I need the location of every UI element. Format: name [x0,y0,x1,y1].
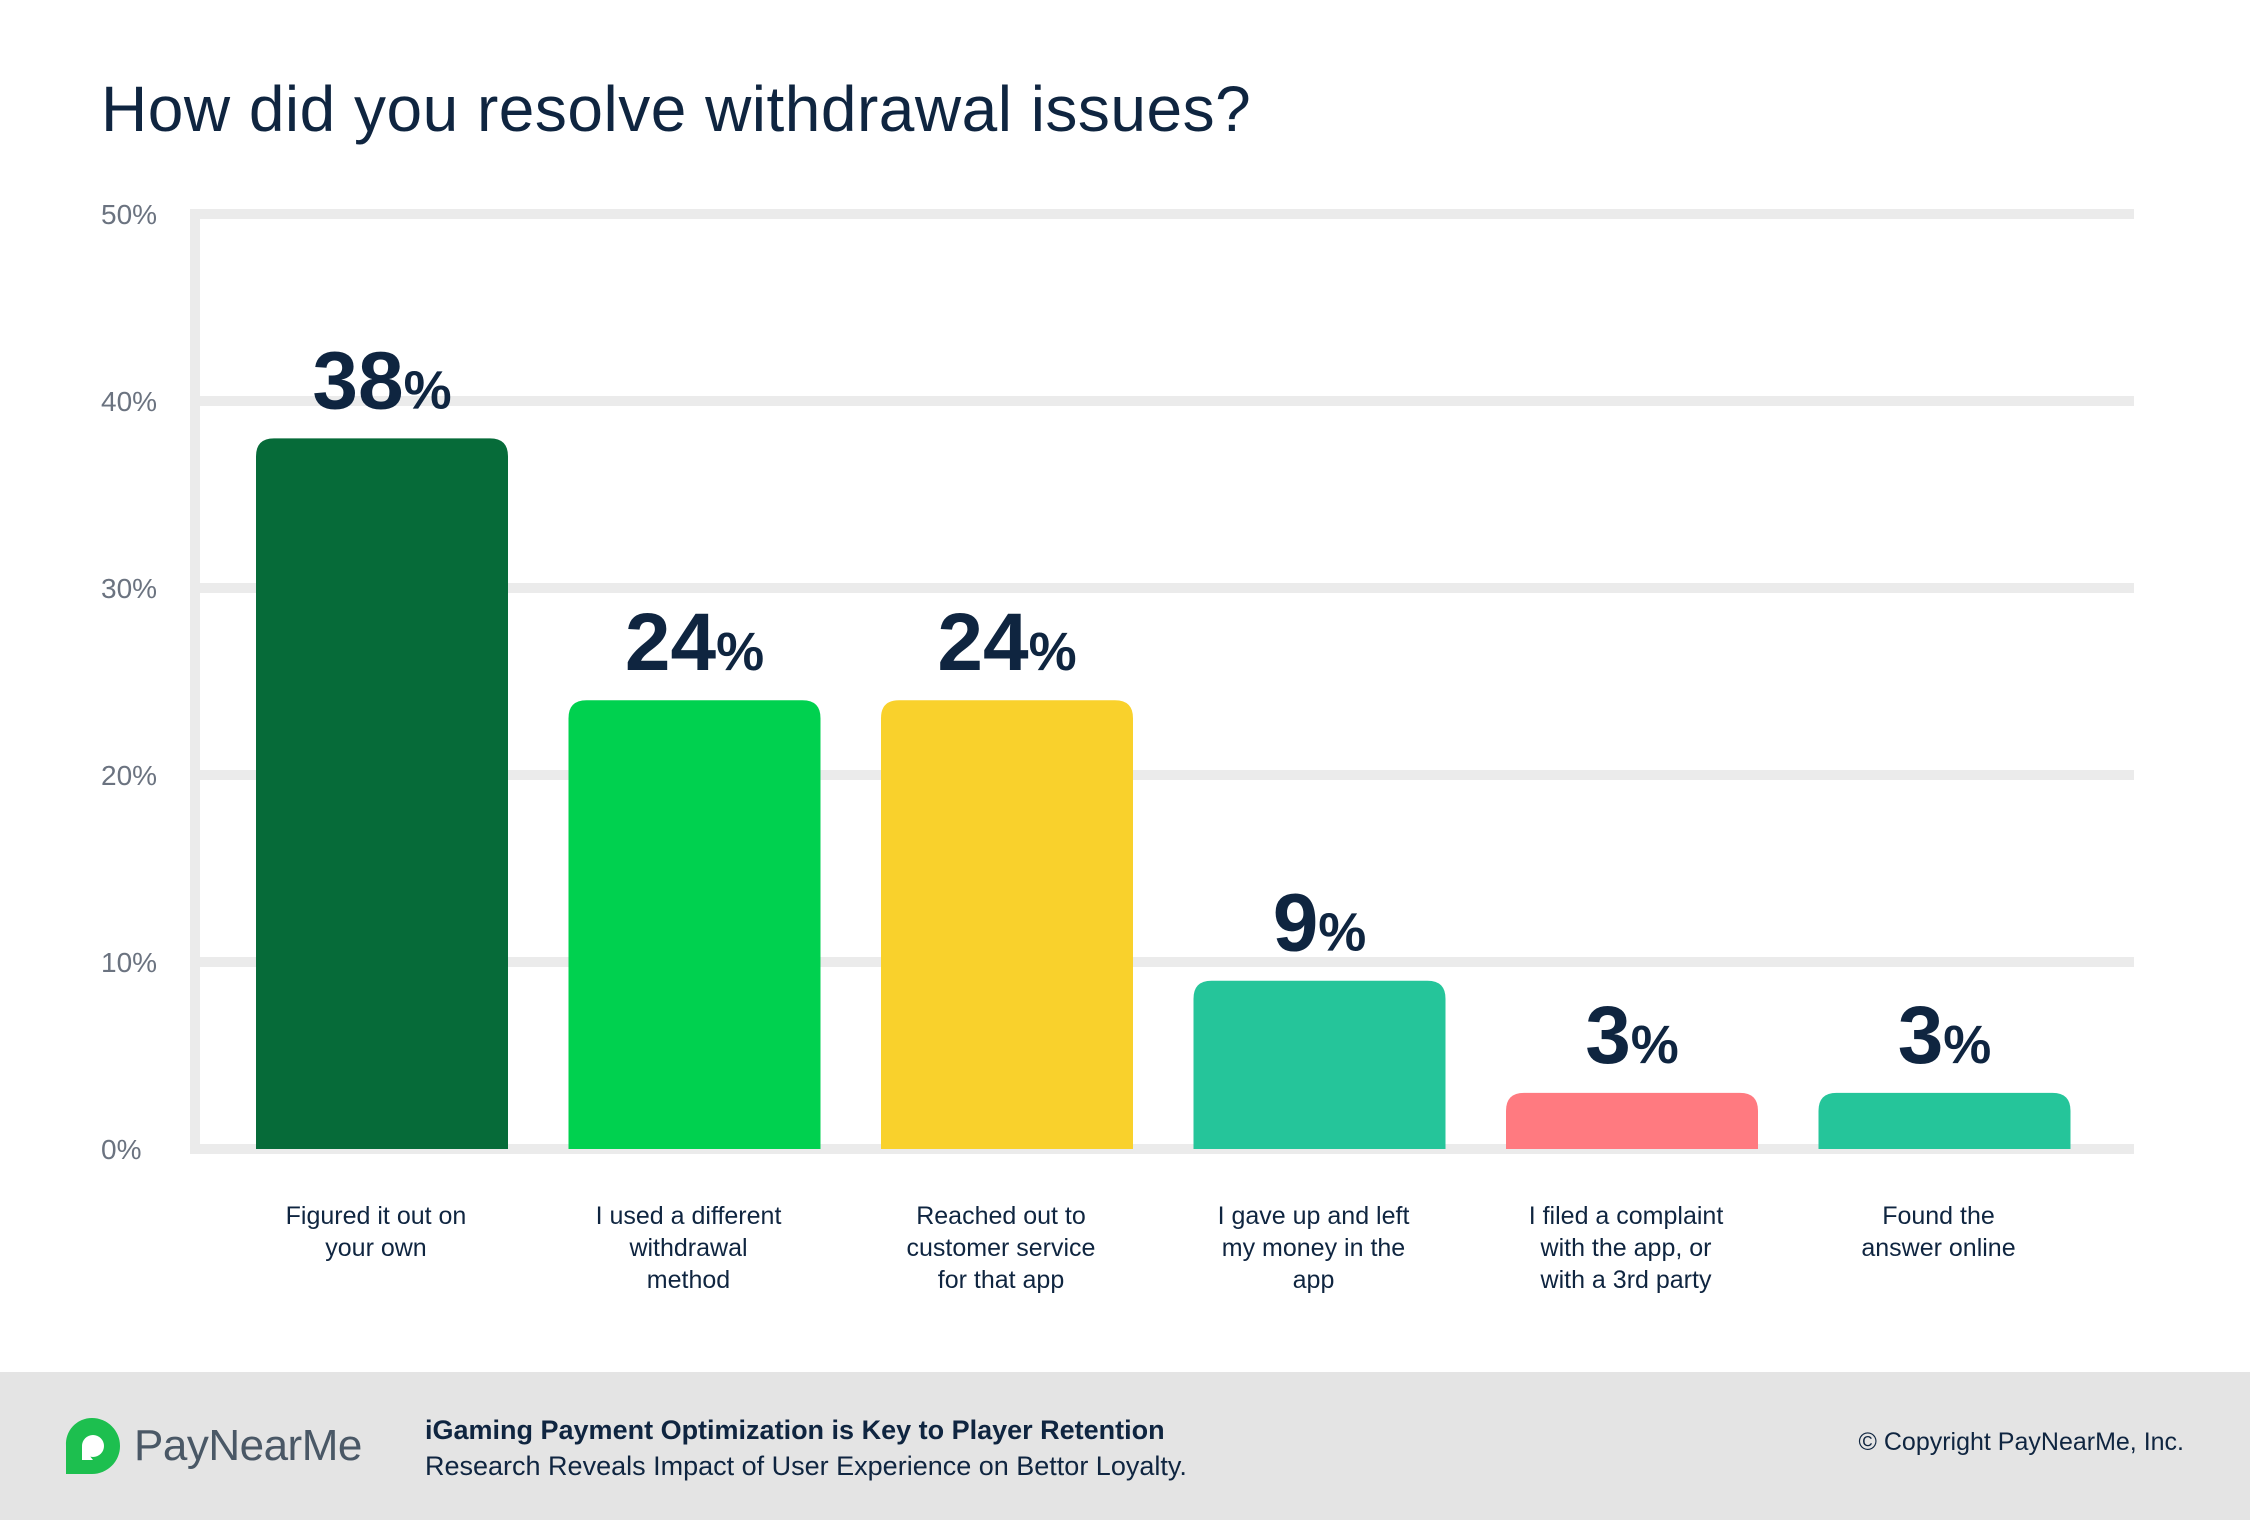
y-axis-line [190,209,200,1154]
gridline [190,583,2134,593]
bar [1818,1092,2071,1149]
bar-value-label: 38% [312,335,451,426]
bar [1193,980,1446,1149]
gridline [190,957,2134,967]
y-tick-label: 10% [101,947,157,978]
footer-subheadline: Research Reveals Impact of User Experien… [425,1451,1187,1481]
footer-banner: PayNearMe iGaming Payment Optimization i… [0,1372,2250,1520]
bar-value-label: 9% [1273,878,1367,969]
bar-value-label: 24% [937,597,1076,688]
y-axis-ticks: 0% 10% 20% 30% 40% 50% [101,199,157,1165]
gridlines [190,209,2134,1154]
y-tick-label: 50% [101,199,157,230]
paynearme-logo[interactable]: PayNearMe [62,1416,362,1476]
bar-chart: 0% 10% 20% 30% 40% 50% 38% 24% 24% 9% 3% 3% Figure… [101,199,2134,1294]
bar [881,700,1133,1149]
category-label: Reached out to customer service for that a… [907,1202,1096,1294]
footer-headline: iGaming Payment Optimization is Key to P… [425,1415,1165,1445]
gridline [190,209,2134,219]
value-labels: 38% 24% 24% 9% 3% 3% [312,335,1991,1081]
category-label: I filed a complaint with the app, or with … [1529,1202,1724,1294]
bar-value-label: 24% [625,597,764,688]
brand-name: PayNearMe [134,1421,362,1470]
chat-bubble-logo-icon [65,1417,120,1474]
category-label: I used a different withdrawal method [596,1202,782,1294]
category-label: I gave up and left my money in the app [1218,1202,1410,1294]
gridline [190,396,2134,406]
y-tick-label: 30% [101,573,157,604]
category-label: Found the answer online [1861,1202,2015,1262]
gridline [190,1144,2134,1154]
bar [1506,1092,1758,1149]
category-label: Figured it out on your own [286,1202,467,1262]
y-tick-label: 20% [101,760,157,791]
gridline [190,770,2134,780]
y-tick-label: 0% [101,1134,141,1165]
bars [256,438,2071,1149]
bar [256,438,508,1149]
category-labels: Figured it out on your own I used a differ… [286,1202,2016,1294]
bar-value-label: 3% [1585,990,1679,1081]
footer-text: iGaming Payment Optimization is Key to P… [425,1412,1187,1484]
copyright-notice: © Copyright PayNearMe, Inc. [1858,1428,2185,1456]
bar-value-label: 3% [1898,990,1992,1081]
chart-title: How did you resolve withdrawal issues? [101,73,1252,145]
y-tick-label: 40% [101,386,157,417]
bar [568,700,821,1149]
